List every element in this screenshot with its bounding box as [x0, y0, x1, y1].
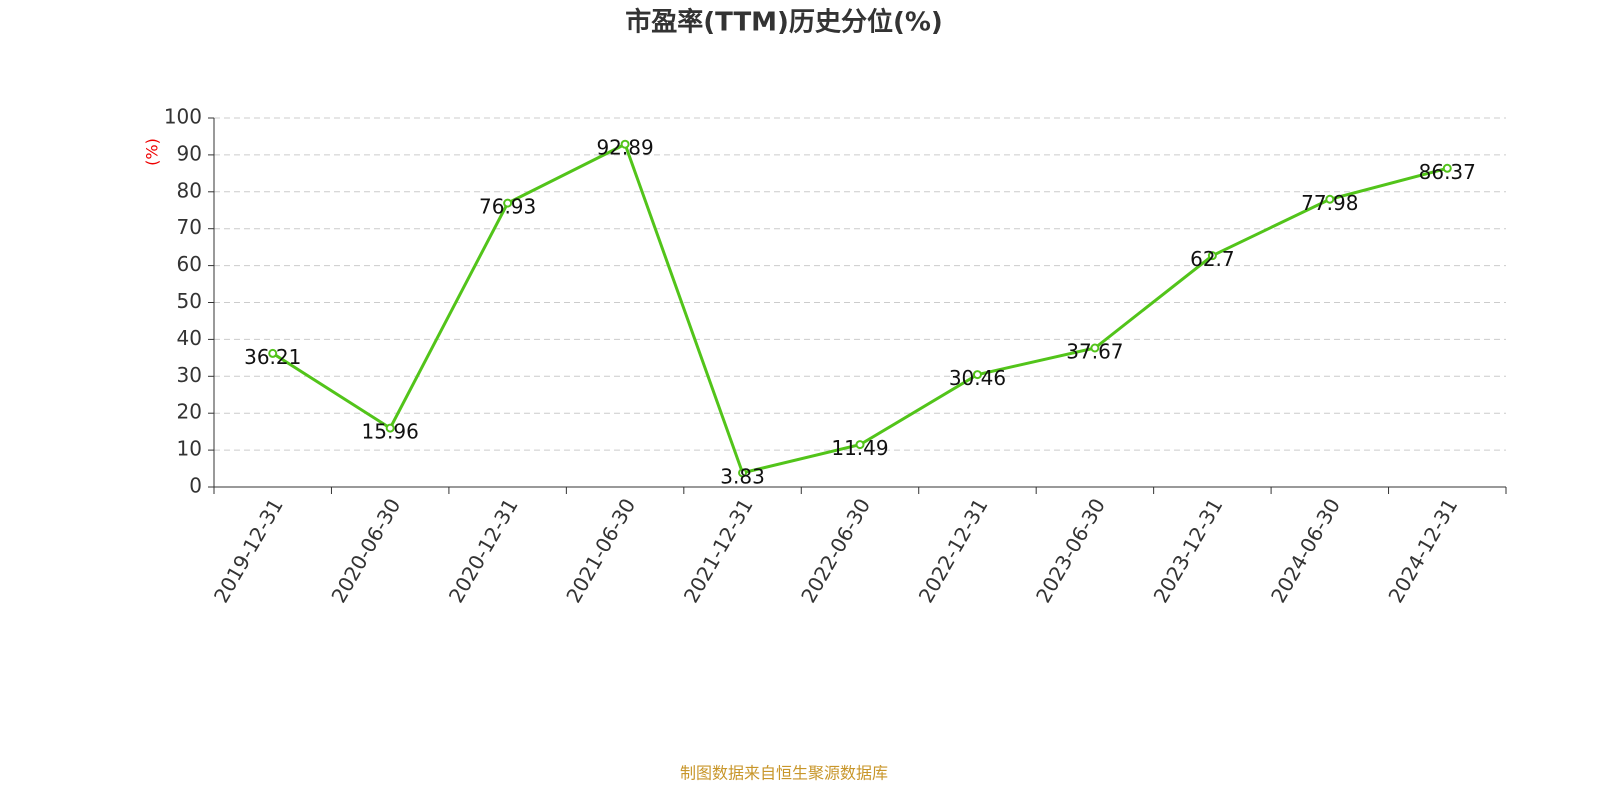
y-tick-label: 60 — [177, 252, 202, 276]
data-label: 62.7 — [1190, 247, 1235, 271]
x-tick-label: 2022-12-31 — [914, 494, 993, 607]
x-tick-label: 2024-12-31 — [1383, 494, 1462, 607]
point — [1325, 194, 1335, 204]
point — [268, 348, 278, 358]
y-tick-label: 0 — [189, 474, 202, 498]
data-label: 3.83 — [720, 464, 765, 488]
y-tick-label: 20 — [177, 400, 202, 424]
point — [855, 440, 865, 450]
y-tick-label: 10 — [177, 437, 202, 461]
x-tick-label: 2024-06-30 — [1266, 494, 1345, 607]
data-label: 37.67 — [1066, 339, 1123, 363]
data-label: 92.89 — [596, 136, 653, 160]
data-label: 30.46 — [949, 366, 1006, 390]
point — [972, 370, 982, 380]
point — [385, 423, 395, 433]
x-tick-label: 2023-12-31 — [1149, 494, 1228, 607]
data-label: 36.21 — [244, 345, 301, 369]
point — [738, 468, 748, 478]
data-label: 11.49 — [831, 436, 888, 460]
y-tick-label: 80 — [177, 178, 202, 202]
point — [503, 198, 513, 208]
y-tick-label: 100 — [164, 105, 202, 129]
x-tick-label: 2019-12-31 — [209, 494, 288, 607]
y-tick-label: 40 — [177, 326, 202, 350]
data-label: 77.98 — [1301, 191, 1358, 215]
source-note: 制图数据来自恒生聚源数据库 — [680, 764, 888, 783]
y-tick-label: 30 — [177, 363, 202, 387]
point — [620, 139, 630, 149]
point — [1442, 163, 1452, 173]
data-label: 15.96 — [362, 420, 419, 444]
point — [1207, 251, 1217, 261]
x-tick-label: 2023-06-30 — [1031, 494, 1110, 607]
y-tick-label: 50 — [177, 289, 202, 313]
data-label: 76.93 — [479, 195, 536, 219]
x-tick-label: 2021-06-30 — [561, 494, 640, 607]
y-tick-label: 70 — [177, 215, 202, 239]
x-tick-label: 2022-06-30 — [796, 494, 875, 607]
y-axis-label: (%) — [143, 138, 162, 166]
x-tick-label: 2020-12-31 — [444, 494, 523, 607]
point — [1090, 343, 1100, 353]
x-tick-label: 2020-06-30 — [326, 494, 405, 607]
y-tick-label: 90 — [177, 141, 202, 165]
x-tick-label: 2021-12-31 — [679, 494, 758, 607]
data-label: 86.37 — [1419, 160, 1476, 184]
chart-title: 市盈率(TTM)历史分位(%) — [625, 7, 943, 38]
line — [271, 142, 1448, 475]
